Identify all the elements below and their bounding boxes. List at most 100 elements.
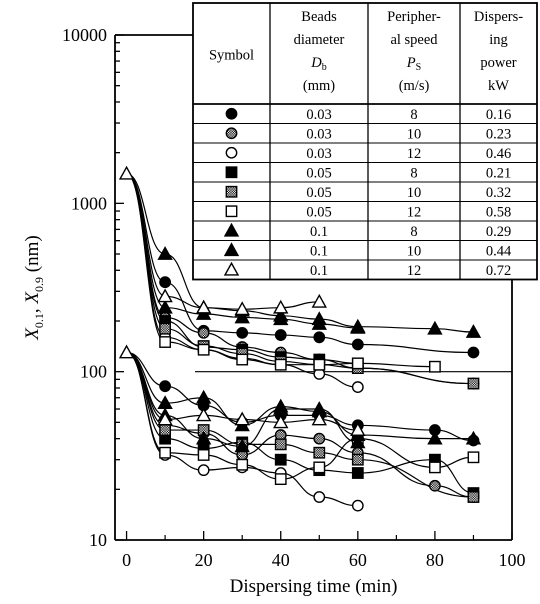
x-tick-label: 20 bbox=[195, 550, 213, 570]
filled-triangle-marker bbox=[234, 438, 250, 453]
open-triangle-marker bbox=[311, 293, 327, 308]
filled-triangle-marker bbox=[157, 246, 173, 260]
x-tick-label: 0 bbox=[122, 550, 131, 570]
table-cell: 12 bbox=[407, 204, 422, 220]
shaded-square-marker bbox=[159, 424, 172, 436]
table-header-text: ing bbox=[489, 32, 508, 48]
open-triangle-marker bbox=[273, 299, 289, 314]
open-square-marker bbox=[351, 357, 364, 370]
series-line bbox=[126, 351, 474, 498]
open-square-marker bbox=[236, 458, 249, 471]
table-cell: 0.1 bbox=[310, 243, 328, 259]
table-header-text: Db bbox=[310, 55, 326, 73]
table-cell: 8 bbox=[410, 165, 417, 181]
filled-triangle-marker bbox=[157, 299, 173, 314]
table-header-text: power bbox=[480, 55, 516, 71]
table-cell: 0.1 bbox=[310, 224, 328, 240]
table-cell: 0.16 bbox=[486, 107, 511, 123]
filled-square-marker bbox=[351, 467, 364, 479]
open-triangle-marker bbox=[157, 411, 173, 426]
filled-triangle-marker bbox=[350, 319, 366, 334]
filled-triangle-marker bbox=[273, 311, 289, 326]
filled-circle-marker bbox=[351, 338, 364, 351]
shaded-circle-marker bbox=[197, 326, 210, 339]
filled-square-marker bbox=[225, 166, 238, 179]
open-triangle-marker bbox=[311, 411, 327, 426]
table-header-text: diameter bbox=[294, 32, 345, 48]
table-header-text: Beads bbox=[301, 9, 337, 25]
table-header-text: (m/s) bbox=[399, 78, 430, 94]
table-cell: 0.03 bbox=[306, 126, 331, 142]
open-circle-marker bbox=[313, 491, 326, 503]
open-square-marker bbox=[159, 446, 172, 459]
table-cell: 10 bbox=[407, 126, 422, 142]
table-header-text: kW bbox=[488, 78, 509, 94]
filled-triangle-marker bbox=[350, 434, 366, 449]
series-line bbox=[126, 351, 474, 440]
filled-triangle-marker bbox=[223, 222, 240, 237]
table-header-text: (mm) bbox=[303, 78, 335, 94]
x-tick-label: 60 bbox=[349, 550, 367, 570]
open-square-marker bbox=[313, 358, 326, 371]
table-cell: 8 bbox=[410, 224, 417, 240]
filled-triangle-marker bbox=[223, 242, 240, 257]
filled-triangle-marker bbox=[311, 316, 327, 330]
open-circle-marker bbox=[197, 464, 210, 477]
open-triangle-marker bbox=[195, 407, 212, 422]
filled-circle-marker bbox=[159, 380, 172, 393]
filled-circle-marker bbox=[313, 331, 326, 344]
open-square-marker bbox=[236, 353, 249, 366]
shaded-square-marker bbox=[467, 377, 480, 390]
table-cell: 0.05 bbox=[306, 165, 331, 181]
table-cell: 0.05 bbox=[306, 204, 331, 220]
open-square-marker bbox=[274, 473, 287, 486]
filled-triangle-marker bbox=[465, 324, 482, 338]
filled-circle-marker bbox=[225, 107, 238, 120]
filled-circle-marker bbox=[467, 346, 480, 359]
open-triangle-marker bbox=[195, 299, 212, 314]
shaded-circle-marker bbox=[429, 479, 441, 492]
open-triangle-marker bbox=[350, 422, 366, 436]
axis-labels: Dispersing time (min) X0.1, X0.9 (nm) bbox=[22, 235, 397, 597]
shaded-square-marker bbox=[274, 438, 287, 451]
table-cell: 0.05 bbox=[306, 185, 331, 201]
table-cell: 0.03 bbox=[306, 107, 331, 123]
filled-triangle-marker bbox=[273, 401, 289, 415]
x-axis-title: Dispersing time (min) bbox=[230, 576, 398, 597]
shaded-square-marker bbox=[351, 453, 364, 466]
y-tick-label: 1000 bbox=[71, 193, 107, 213]
open-square-marker bbox=[274, 358, 287, 371]
open-square-marker bbox=[467, 451, 480, 464]
x-tick-label: 80 bbox=[426, 550, 444, 570]
table-cell: 12 bbox=[407, 263, 422, 279]
table-cell: 0.32 bbox=[486, 185, 511, 201]
table-header-text: Dispers- bbox=[474, 9, 523, 25]
table-cell: 0.29 bbox=[486, 224, 511, 240]
table-cell: 0.46 bbox=[486, 146, 511, 162]
shaded-circle-marker bbox=[313, 432, 326, 445]
table-cell: 12 bbox=[407, 146, 422, 162]
table-cell: 10 bbox=[407, 185, 422, 201]
shaded-circle-marker bbox=[225, 127, 238, 140]
shaded-square-marker bbox=[467, 491, 480, 503]
open-triangle-marker bbox=[157, 288, 173, 303]
open-triangle-marker bbox=[273, 414, 289, 429]
table-cell: 10 bbox=[407, 243, 422, 259]
y-axis-title: X0.1, X0.9 (nm) bbox=[22, 235, 46, 340]
open-square-marker bbox=[197, 343, 210, 356]
filled-circle-marker bbox=[236, 326, 249, 339]
series-markers bbox=[118, 165, 482, 512]
table-cell: 0.23 bbox=[486, 126, 511, 142]
table-header-text: Peripher- bbox=[387, 9, 441, 25]
table-cell: 0.72 bbox=[486, 263, 511, 279]
table-header-text: Symbol bbox=[209, 48, 254, 64]
filled-triangle-marker bbox=[195, 389, 212, 404]
table-cell: 0.03 bbox=[306, 146, 331, 162]
open-square-marker bbox=[429, 360, 441, 373]
x-tick-label: 100 bbox=[499, 550, 526, 570]
filled-triangle-marker bbox=[427, 320, 443, 335]
open-triangle-marker bbox=[223, 261, 240, 276]
y-tick-label: 100 bbox=[80, 362, 107, 382]
table-header-text: al speed bbox=[390, 32, 438, 48]
open-square-marker bbox=[313, 461, 326, 474]
